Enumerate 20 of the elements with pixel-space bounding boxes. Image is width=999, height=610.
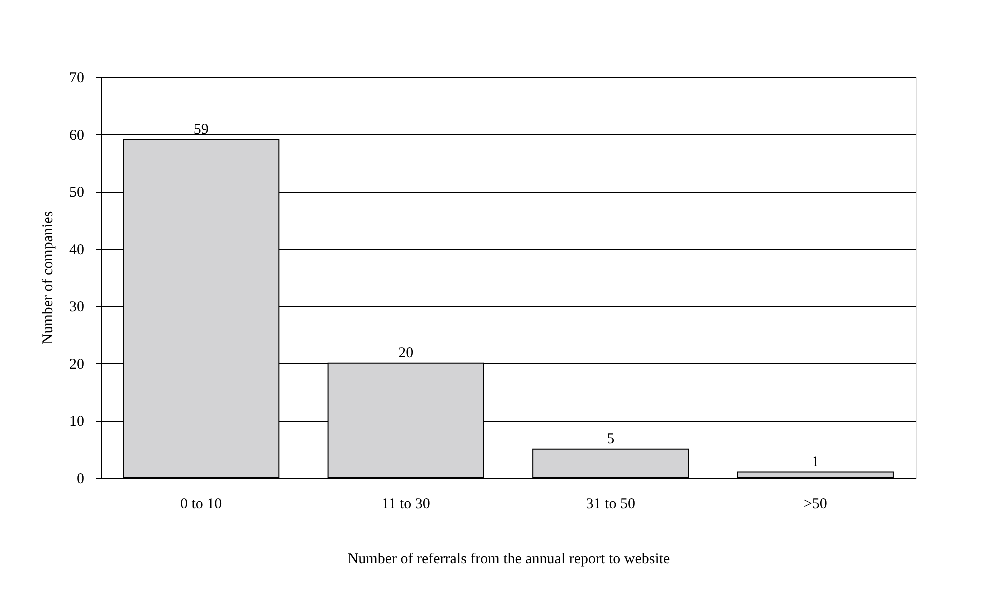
y-tick-label: 50: [70, 185, 84, 202]
bar: [532, 448, 690, 478]
y-tick-label: 30: [70, 300, 84, 316]
x-tick-label: 31 to 50: [586, 496, 636, 512]
y-tick-label: 70: [70, 70, 84, 86]
x-tick-label: 11 to 30: [382, 496, 430, 512]
bar: [737, 472, 894, 478]
y-tick-label: 20: [70, 356, 84, 373]
y-tick-label: 0: [77, 472, 84, 488]
x-axis-title: Number of referrals from the annual report to website: [348, 552, 671, 568]
y-tick-label: 40: [70, 242, 84, 258]
x-tick-label: >50: [804, 496, 828, 512]
data-label: 1: [812, 454, 820, 470]
y-tick-label: 10: [70, 414, 84, 430]
y-tick-label: 60: [70, 128, 84, 144]
data-label: 20: [398, 345, 414, 362]
x-tick-label: 0 to 10: [180, 496, 222, 512]
data-label: 59: [194, 122, 209, 138]
data-label: 5: [607, 431, 615, 448]
y-axis-title: Number of companies: [40, 211, 56, 345]
